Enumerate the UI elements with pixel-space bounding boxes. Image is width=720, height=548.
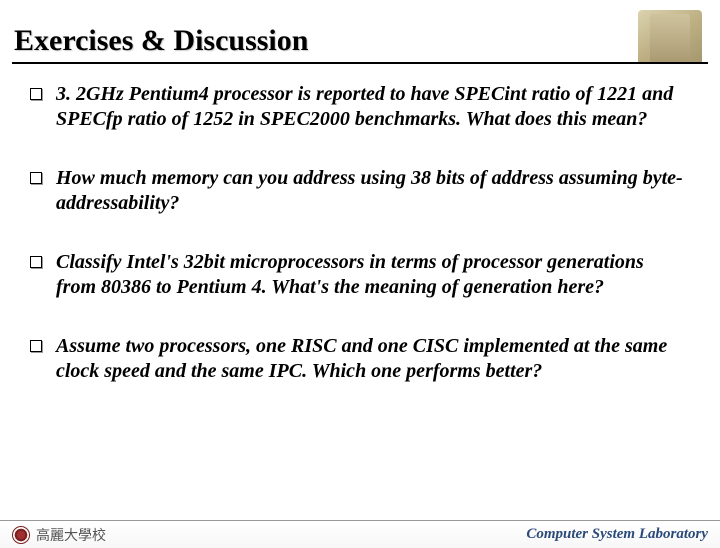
item-text: 3. 2GHz Pentium4 processor is reported t… xyxy=(56,82,684,132)
list-item: Assume two processors, one RISC and one … xyxy=(30,334,684,384)
lab-name: Computer System Laboratory xyxy=(526,526,708,543)
square-bullet-icon xyxy=(30,256,42,268)
square-bullet-icon xyxy=(30,172,42,184)
university-name: 高麗大學校 xyxy=(36,525,106,545)
item-text: Assume two processors, one RISC and one … xyxy=(56,334,684,384)
slide-footer: 高麗大學校 Computer System Laboratory xyxy=(0,520,720,548)
content-area: 3. 2GHz Pentium4 processor is reported t… xyxy=(0,64,720,384)
item-text: Classify Intel's 32bit microprocessors i… xyxy=(56,250,684,300)
item-text: How much memory can you address using 38… xyxy=(56,166,684,216)
page-title: Exercises & Discussion xyxy=(12,24,308,58)
list-item: How much memory can you address using 38… xyxy=(30,166,684,216)
square-bullet-icon xyxy=(30,88,42,100)
square-bullet-icon xyxy=(30,340,42,352)
list-item: Classify Intel's 32bit microprocessors i… xyxy=(30,250,684,300)
university-crest-icon xyxy=(12,526,30,544)
list-item: 3. 2GHz Pentium4 processor is reported t… xyxy=(30,82,684,132)
slide-header: Exercises & Discussion xyxy=(12,8,708,64)
footer-left: 高麗大學校 xyxy=(12,525,106,545)
building-image xyxy=(638,10,702,62)
